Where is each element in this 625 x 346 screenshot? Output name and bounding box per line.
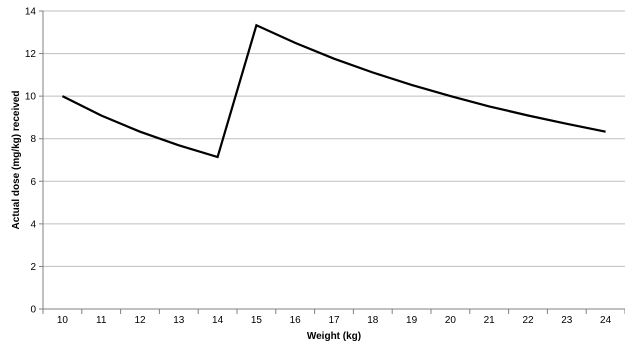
series-line xyxy=(61,23,606,159)
x-tick-label: 21 xyxy=(484,315,496,326)
x-tick-label: 19 xyxy=(406,315,418,326)
axes xyxy=(39,10,625,314)
y-tick-label: 8 xyxy=(30,134,36,145)
x-tick-label: 14 xyxy=(212,315,224,326)
x-tick-label: 22 xyxy=(522,315,534,326)
x-tick-label: 20 xyxy=(445,315,457,326)
x-tick-label: 23 xyxy=(561,315,573,326)
x-axis-label: Weight (kg) xyxy=(307,331,361,342)
x-tick-label: 10 xyxy=(57,315,69,326)
y-tick-label: 2 xyxy=(30,262,36,273)
y-tick-label: 6 xyxy=(30,177,36,188)
y-tick-label: 10 xyxy=(25,92,37,103)
x-tick-label: 12 xyxy=(134,315,146,326)
x-tick-label: 13 xyxy=(173,315,185,326)
y-tick-label: 4 xyxy=(30,219,36,230)
x-tick-label: 17 xyxy=(328,315,340,326)
y-tick-label: 0 xyxy=(30,305,36,316)
x-tick-label: 15 xyxy=(251,315,263,326)
y-tick-label: 12 xyxy=(25,49,37,60)
series-layer xyxy=(61,23,606,159)
x-tick-label: 16 xyxy=(290,315,302,326)
x-tick-label: 11 xyxy=(96,315,107,326)
gridlines xyxy=(43,10,625,267)
y-tick-label: 14 xyxy=(25,7,37,18)
y-axis-label: Actual dose (mg/kg) received xyxy=(11,91,22,230)
x-tick-label: 18 xyxy=(367,315,379,326)
x-tick-label: 24 xyxy=(600,315,612,326)
